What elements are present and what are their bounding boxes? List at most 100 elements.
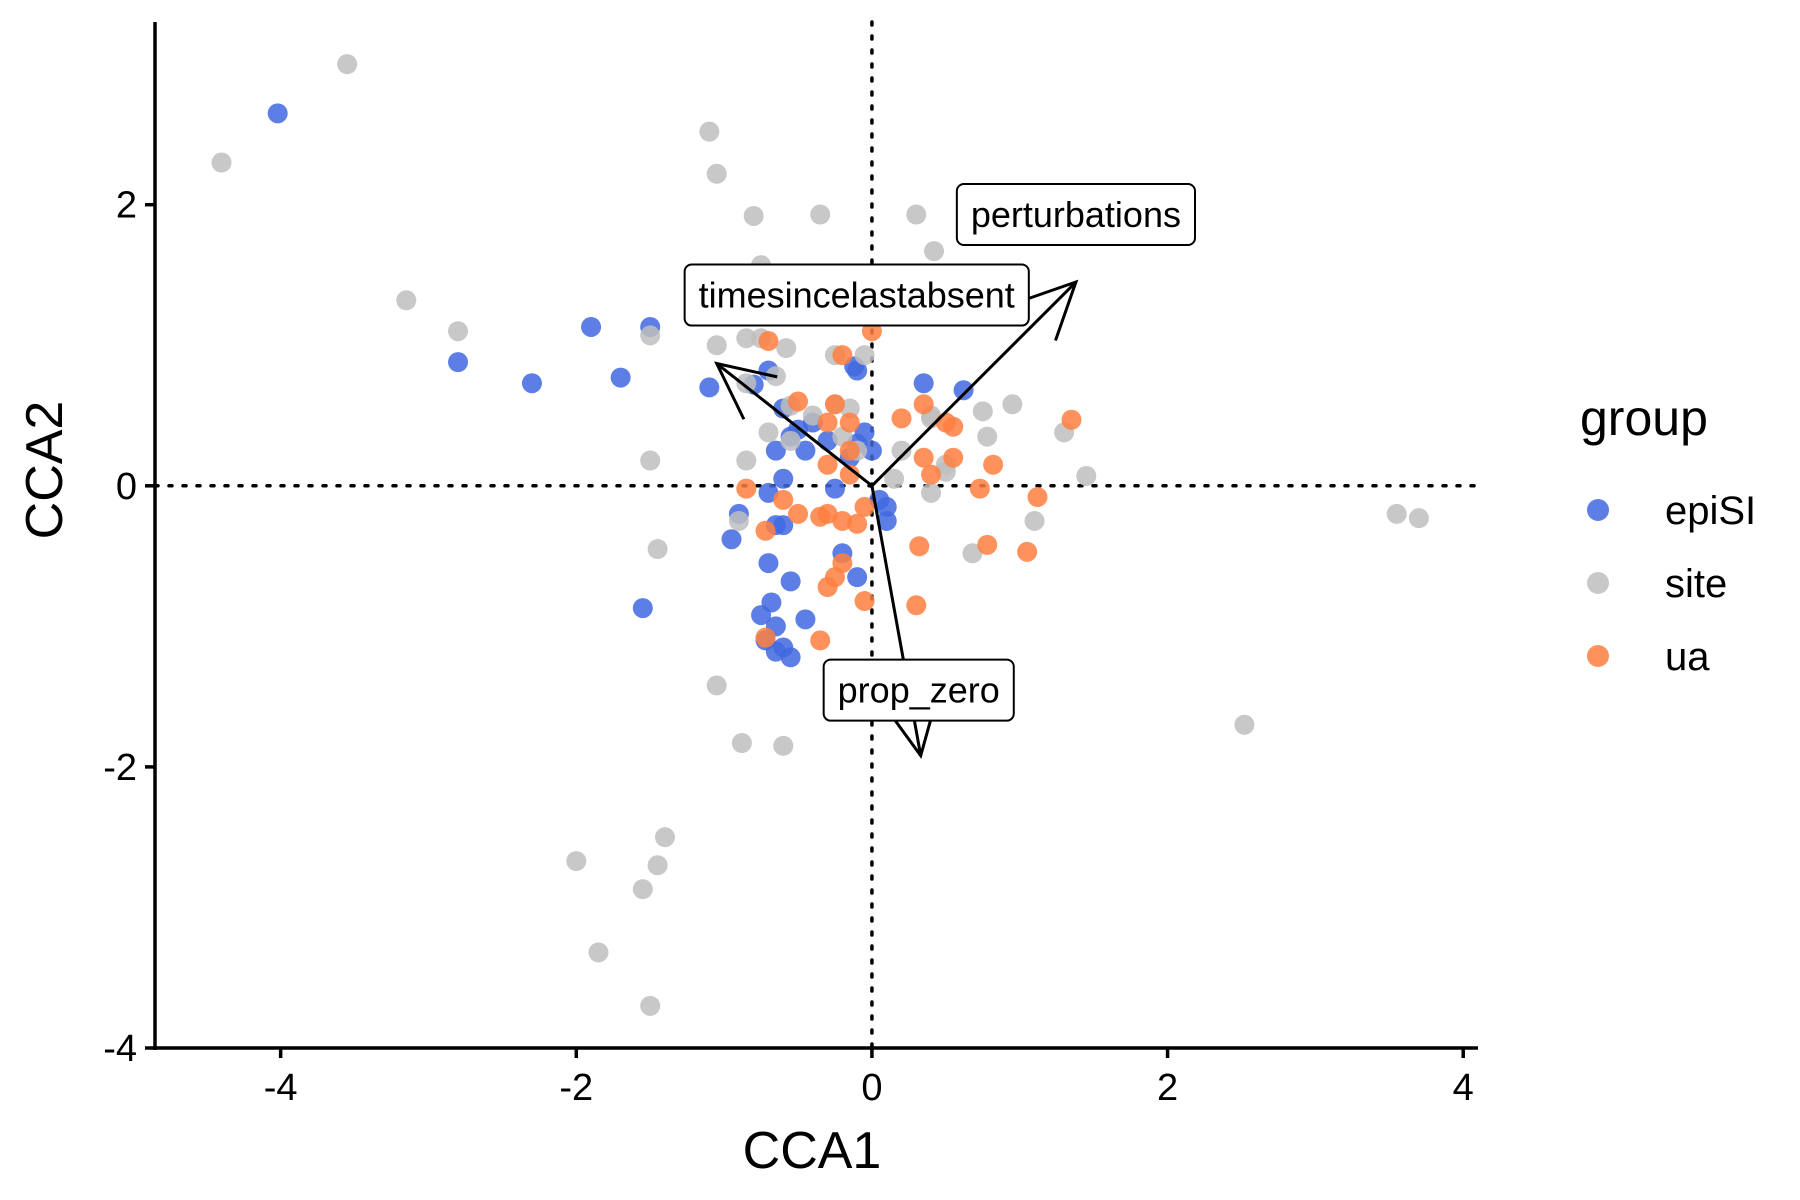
legend-key-site [1587, 572, 1609, 594]
vector-label-box [955, 183, 1196, 247]
vector-perturbations-arrowhead [1016, 279, 1079, 342]
point-site [588, 942, 609, 963]
point-site [1408, 508, 1429, 529]
vector-perturbations-label: perturbations [955, 183, 1196, 247]
point-site [448, 321, 469, 342]
legend: group epiSI site ua [1580, 390, 1756, 679]
point-ua [983, 454, 1004, 475]
point-ua [909, 536, 930, 557]
point-site [773, 735, 794, 756]
point-site [736, 328, 757, 349]
point-ua [832, 345, 853, 366]
legend-label-site: site [1665, 562, 1727, 606]
point-ua [847, 513, 868, 534]
vector-label-box [822, 658, 1015, 722]
point-ua [839, 440, 860, 461]
point-site [632, 879, 653, 900]
point-epiSI [861, 440, 882, 461]
x-tick-label: -4 [264, 1067, 298, 1109]
point-epiSI [521, 373, 542, 394]
point-ua [832, 510, 853, 531]
point-epiSI [876, 510, 897, 531]
point-ua [977, 534, 998, 555]
vector-perturbations-line [870, 280, 1077, 487]
x-axis-title: CCA1 [743, 1122, 882, 1180]
point-ua [906, 595, 927, 616]
point-ua [817, 577, 838, 598]
y-axis-title: CCA2 [16, 401, 74, 540]
point-ua [839, 412, 860, 433]
point-site [640, 450, 661, 471]
point-epiSI [581, 316, 602, 337]
point-epiSI [699, 377, 720, 398]
point-epiSI [847, 567, 868, 588]
point-site [728, 510, 749, 531]
point-site [921, 482, 942, 503]
point-site [211, 152, 232, 173]
legend-title: group [1580, 390, 1708, 446]
point-site [810, 204, 831, 225]
vector-label-text: perturbations [971, 194, 1181, 235]
point-ua [839, 464, 860, 485]
point-ua [755, 520, 776, 541]
point-epiSI [953, 380, 974, 401]
x-tick-label: 0 [861, 1067, 882, 1109]
point-ua [810, 506, 831, 527]
point-site [731, 733, 752, 754]
point-site [924, 241, 945, 262]
point-epiSI [913, 373, 934, 394]
point-site [647, 855, 668, 876]
point-site [743, 205, 764, 226]
point-site [906, 204, 927, 225]
point-ua [736, 478, 757, 499]
point-epiSI [795, 440, 816, 461]
point-epiSI [765, 440, 786, 461]
point-ua [921, 464, 942, 485]
point-ua [943, 416, 964, 437]
y-tick-label: 2 [116, 185, 137, 227]
point-site [1076, 465, 1097, 486]
point-epiSI [773, 515, 794, 536]
vector-label-text: prop_zero [838, 670, 1000, 711]
legend-label-ua: ua [1665, 635, 1710, 679]
point-site [780, 430, 801, 451]
point-ua [817, 412, 838, 433]
point-epiSI [795, 609, 816, 630]
point-epiSI [632, 598, 653, 619]
x-tick-label: -2 [559, 1067, 593, 1109]
point-epiSI [773, 468, 794, 489]
point-site [1234, 714, 1255, 735]
point-epiSI [780, 571, 801, 592]
point-site [977, 426, 998, 447]
point-epiSI [610, 367, 631, 388]
point-epiSI [765, 641, 786, 662]
point-site [758, 422, 779, 443]
point-site [736, 450, 757, 471]
point-site [1024, 510, 1045, 531]
vector-label-text: timesincelastabsent [699, 275, 1015, 316]
points-layer [211, 54, 1429, 1016]
point-ua [854, 591, 875, 612]
legend-label-epiSI: epiSI [1665, 489, 1756, 533]
point-ua [913, 394, 934, 415]
point-ua [755, 627, 776, 648]
point-ua [913, 447, 934, 468]
point-ua [943, 447, 964, 468]
y-tick-label: -4 [103, 1028, 137, 1070]
point-ua [758, 331, 779, 352]
point-ua [969, 478, 990, 499]
point-epiSI [721, 529, 742, 550]
point-site [706, 163, 727, 184]
point-ua [810, 630, 831, 651]
point-site [640, 995, 661, 1016]
point-site [699, 121, 720, 142]
point-site [1002, 394, 1023, 415]
point-site [640, 325, 661, 346]
point-site [736, 373, 757, 394]
vector-timesincelastabsent-arrowhead [714, 361, 778, 420]
vector-prop_zero-label: prop_zero [822, 658, 1015, 722]
point-site [566, 851, 587, 872]
point-site [396, 290, 417, 311]
point-site [337, 54, 358, 75]
